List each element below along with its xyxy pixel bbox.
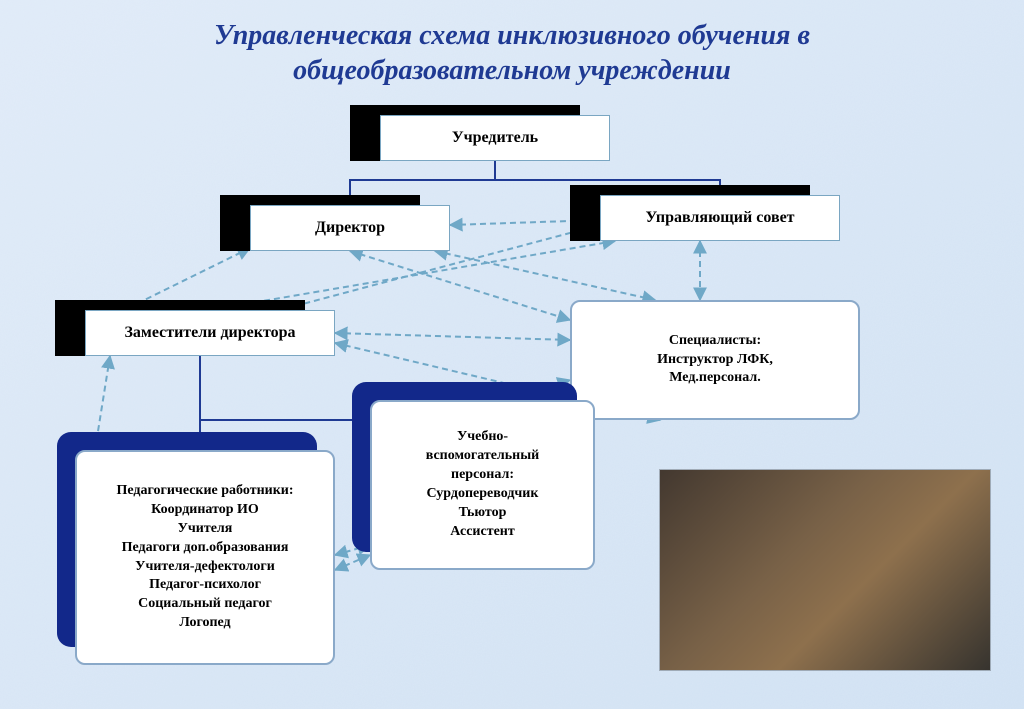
teachers-item-4: Педагог-психолог bbox=[149, 576, 261, 595]
teachers-item-0: Координатор ИО bbox=[151, 501, 259, 520]
photo bbox=[660, 470, 990, 670]
teachers-item-3: Учителя-дефектологи bbox=[135, 558, 275, 577]
support-header-1: Учебно- bbox=[457, 428, 508, 447]
teachers-item-6: Логопед bbox=[179, 614, 230, 633]
founder-label: Учредитель bbox=[452, 129, 538, 147]
teachers-item-5: Социальный педагог bbox=[138, 595, 272, 614]
support-item-2: Ассистент bbox=[450, 523, 515, 542]
node-support: Учебно- вспомогательный персонал: Сурдоп… bbox=[370, 400, 595, 570]
support-item-0: Сурдопереводчик bbox=[427, 485, 539, 504]
slide: Управленческая схема инклюзивного обучен… bbox=[0, 0, 1024, 709]
node-teachers: Педагогические работники: Координатор ИО… bbox=[75, 450, 335, 665]
support-header-3: персонал: bbox=[451, 466, 514, 485]
node-director: Директор bbox=[250, 205, 450, 251]
specialists-line-2: Мед.персонал. bbox=[669, 369, 760, 388]
teachers-header: Педагогические работники: bbox=[117, 482, 294, 501]
title-line-2: общеобразовательном учреждении bbox=[293, 55, 731, 86]
node-specialists: Специалисты: Инструктор ЛФК, Мед.персона… bbox=[570, 300, 860, 420]
support-item-1: Тьютор bbox=[459, 504, 507, 523]
node-founder: Учредитель bbox=[380, 115, 610, 161]
slide-title: Управленческая схема инклюзивного обучен… bbox=[0, 18, 1024, 88]
photo-placeholder bbox=[660, 470, 990, 670]
specialists-line-1: Инструктор ЛФК, bbox=[657, 351, 773, 370]
teachers-item-1: Учителя bbox=[178, 520, 233, 539]
council-label: Управляющий совет bbox=[645, 209, 794, 227]
teachers-item-2: Педагоги доп.образования bbox=[122, 539, 289, 558]
specialists-header: Специалисты: bbox=[669, 332, 761, 351]
node-deputies: Заместители директора bbox=[85, 310, 335, 356]
deputies-label: Заместители директора bbox=[124, 324, 295, 342]
title-line-1: Управленческая схема инклюзивного обучен… bbox=[214, 20, 810, 51]
node-council: Управляющий совет bbox=[600, 195, 840, 241]
director-label: Директор bbox=[315, 219, 385, 237]
support-header-2: вспомогательный bbox=[426, 447, 540, 466]
